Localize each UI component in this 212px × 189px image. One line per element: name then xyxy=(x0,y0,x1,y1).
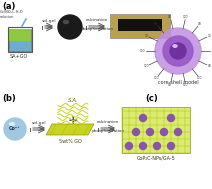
Circle shape xyxy=(163,36,193,66)
FancyBboxPatch shape xyxy=(122,107,190,153)
Text: OH: OH xyxy=(198,76,202,80)
Text: OH: OH xyxy=(168,83,172,87)
Text: CO: CO xyxy=(208,34,211,38)
Text: calcination: calcination xyxy=(97,120,119,124)
Circle shape xyxy=(58,15,82,39)
Text: OH: OH xyxy=(184,15,188,19)
Circle shape xyxy=(174,129,181,136)
Circle shape xyxy=(167,143,174,149)
Text: CO: CO xyxy=(154,22,158,26)
Text: phosphorization: phosphorization xyxy=(81,27,113,31)
Text: (a): (a) xyxy=(2,2,15,11)
Text: Co²⁺: Co²⁺ xyxy=(9,126,21,132)
FancyBboxPatch shape xyxy=(9,29,31,41)
Ellipse shape xyxy=(173,45,177,47)
Text: CoP₂C-NPs/GA-5: CoP₂C-NPs/GA-5 xyxy=(137,156,175,161)
Text: OH: OH xyxy=(154,76,158,80)
Circle shape xyxy=(139,143,146,149)
Text: (c): (c) xyxy=(145,94,158,103)
Circle shape xyxy=(126,143,132,149)
Text: +: + xyxy=(68,115,78,128)
Text: sol-gel: sol-gel xyxy=(42,19,56,23)
Text: 5wt% GO: 5wt% GO xyxy=(59,139,81,144)
Text: OH: OH xyxy=(208,64,211,68)
Text: COO: COO xyxy=(197,22,203,26)
Circle shape xyxy=(153,143,160,149)
Text: calcination: calcination xyxy=(86,18,108,22)
Text: sol-gel: sol-gel xyxy=(32,121,46,125)
Text: CO: CO xyxy=(145,64,148,68)
Text: CO: CO xyxy=(184,83,188,87)
Circle shape xyxy=(170,43,186,59)
FancyBboxPatch shape xyxy=(110,14,170,38)
Ellipse shape xyxy=(64,20,68,23)
Text: S.A.: S.A. xyxy=(68,98,78,104)
Ellipse shape xyxy=(10,122,14,125)
Circle shape xyxy=(4,118,26,140)
Text: SA+GO: SA+GO xyxy=(10,54,28,59)
Text: CO: CO xyxy=(141,49,145,53)
Circle shape xyxy=(155,28,201,74)
Circle shape xyxy=(132,129,139,136)
Polygon shape xyxy=(46,124,94,135)
Text: OH: OH xyxy=(168,15,172,19)
Circle shape xyxy=(160,129,167,136)
Text: phosphorization: phosphorization xyxy=(92,129,124,133)
FancyBboxPatch shape xyxy=(118,19,162,31)
Circle shape xyxy=(146,129,153,136)
Text: Co(NO₂)₂·H₂O
solution: Co(NO₂)₂·H₂O solution xyxy=(0,10,24,19)
FancyBboxPatch shape xyxy=(9,29,31,51)
Circle shape xyxy=(167,115,174,122)
Text: core-shell model: core-shell model xyxy=(158,80,198,85)
Text: (b): (b) xyxy=(2,94,16,103)
Circle shape xyxy=(139,115,146,122)
Text: CO: CO xyxy=(145,34,148,38)
